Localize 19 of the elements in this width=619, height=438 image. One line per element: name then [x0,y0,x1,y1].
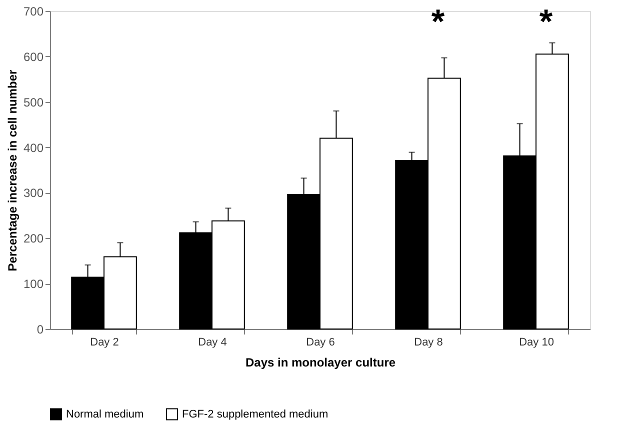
y-tick-label: 0 [36,322,44,336]
y-tick-label: 400 [23,140,44,155]
x-tick-label: Day 4 [198,336,227,348]
x-tick-label: Day 10 [519,336,554,348]
y-axis-title: Percentage increase in cell number [5,69,20,272]
annotation: * [431,3,446,41]
y-tick-label: 100 [23,277,44,292]
legend-label: Normal medium [66,408,144,420]
legend-label: FGF-2 supplemented medium [182,408,328,420]
y-tick-label: 200 [23,232,44,246]
y-tick-label: 700 [23,4,44,18]
y-tick-label: 500 [23,95,44,110]
y-tick-label: 300 [23,186,44,200]
x-tick-label: Day 8 [414,336,443,348]
x-tick-label: Day 6 [306,336,335,348]
y-tick-label: 600 [23,50,44,64]
annotation: * [539,3,554,41]
x-tick-label: Day 2 [90,336,119,348]
x-axis-title: Days in monolayer culture [245,356,396,370]
